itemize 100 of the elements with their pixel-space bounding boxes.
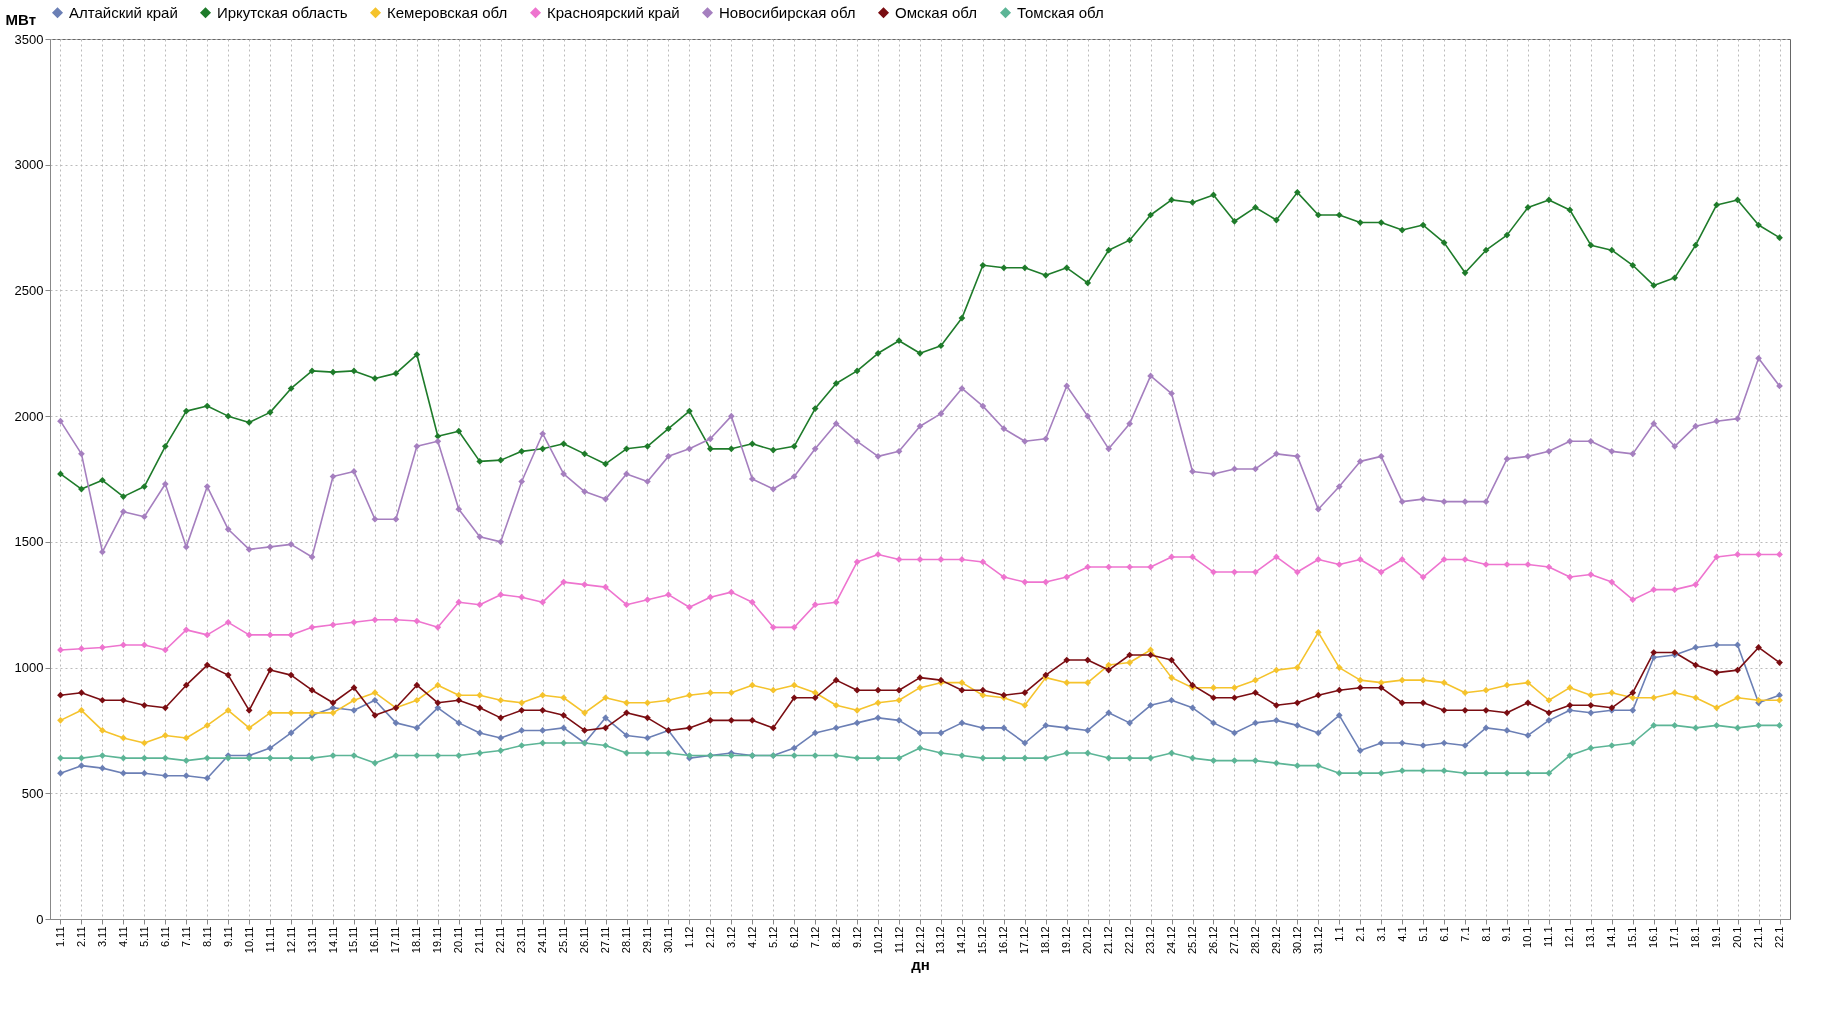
x-tick-label: 5.11	[137, 926, 150, 948]
x-tick-label: 28.11	[620, 926, 633, 954]
x-tick-label: 11.12	[892, 926, 905, 954]
x-tick-label: 20.1	[1731, 926, 1744, 948]
x-tick-label: 13.1	[1584, 926, 1597, 948]
x-tick-label: 30.12	[1290, 926, 1303, 955]
x-tick-label: 18.11	[410, 926, 423, 954]
x-tick-label: 23.11	[515, 926, 528, 954]
x-tick-label: 11.11	[263, 926, 276, 953]
x-tick-label: 4.1	[1395, 926, 1408, 942]
x-tick-label: 28.12	[1248, 926, 1261, 955]
x-tick-label: 22.1	[1773, 926, 1786, 948]
x-tick-label: 8.1	[1479, 926, 1492, 942]
y-tick-label: 500	[21, 785, 44, 801]
y-tick-label: 1500	[14, 534, 44, 550]
x-tick-label: 24.12	[1165, 926, 1178, 955]
x-tick-label: 17.12	[1018, 926, 1031, 955]
x-tick-label: 14.12	[955, 926, 968, 955]
x-tick-label: 19.12	[1060, 926, 1073, 955]
x-tick-label: 11.1	[1542, 926, 1555, 948]
x-tick-label: 13.11	[305, 926, 318, 954]
x-tick-label: 8.12	[829, 926, 842, 948]
x-tick-label: 6.1	[1437, 926, 1450, 942]
legend-label: Кемеровская обл	[387, 3, 508, 21]
y-tick-label: 2000	[14, 408, 44, 424]
legend-label: Иркутская область	[217, 3, 348, 21]
x-tick-label: 29.12	[1269, 926, 1282, 955]
x-tick-label: 25.11	[557, 926, 570, 954]
x-tick-label: 29.11	[640, 926, 653, 954]
x-tick-label: 31.12	[1311, 926, 1324, 955]
x-tick-label: 14.11	[326, 926, 339, 954]
x-tick-label: 21.1	[1752, 926, 1765, 948]
x-tick-label: 16.12	[997, 926, 1010, 955]
x-tick-label: 22.11	[494, 926, 507, 954]
x-tick-label: 6.11	[158, 926, 171, 948]
x-tick-label: 20.11	[452, 926, 465, 954]
x-tick-label: 5.1	[1416, 926, 1429, 942]
x-tick-label: 18.1	[1689, 926, 1702, 948]
x-tick-label: 16.11	[368, 926, 381, 954]
x-tick-label: 10.1	[1521, 926, 1534, 948]
x-tick-label: 22.12	[1123, 926, 1136, 955]
legend-label: Новосибирская обл	[719, 3, 856, 21]
x-tick-label: 15.11	[347, 926, 360, 954]
x-tick-label: 17.1	[1668, 926, 1681, 948]
x-tick-label: 9.11	[221, 926, 234, 948]
x-tick-label: 2.12	[703, 926, 716, 948]
x-tick-label: 18.12	[1039, 926, 1052, 955]
y-tick-label: 0	[36, 911, 44, 927]
x-tick-label: 15.12	[976, 926, 989, 955]
x-tick-label: 10.11	[242, 926, 255, 954]
x-tick-label: 4.11	[116, 926, 129, 948]
x-tick-label: 2.11	[74, 926, 87, 948]
x-tick-label: 14.1	[1605, 926, 1618, 948]
x-tick-label: 21.11	[473, 926, 486, 954]
y-axis-title: МВт	[5, 10, 36, 28]
x-tick-label: 3.11	[95, 926, 108, 948]
x-tick-label: 6.12	[787, 926, 800, 948]
x-tick-label: 26.11	[578, 926, 591, 954]
x-tick-label: 7.12	[808, 926, 821, 948]
x-tick-label: 30.11	[661, 926, 674, 954]
x-tick-label: 15.1	[1626, 926, 1639, 948]
x-tick-label: 1.12	[682, 926, 695, 948]
x-tick-label: 1.1	[1332, 926, 1345, 942]
x-tick-label: 2.1	[1353, 926, 1366, 942]
x-tick-label: 12.12	[913, 926, 926, 955]
x-tick-label: 24.11	[536, 926, 549, 954]
x-tick-label: 5.12	[766, 926, 779, 948]
y-tick-label: 3500	[14, 31, 44, 47]
x-tick-label: 9.1	[1500, 926, 1513, 942]
x-tick-label: 3.1	[1374, 926, 1387, 942]
x-tick-label: 20.12	[1081, 926, 1094, 955]
legend-label: Красноярский край	[547, 3, 680, 21]
legend-label: Томская обл	[1017, 3, 1104, 21]
x-tick-label: 1.11	[53, 926, 66, 948]
x-tick-label: 21.12	[1102, 926, 1115, 955]
x-tick-label: 27.12	[1227, 926, 1240, 955]
x-tick-label: 10.12	[871, 926, 884, 955]
x-tick-label: 19.11	[431, 926, 444, 954]
x-tick-label: 7.11	[179, 926, 192, 948]
x-tick-label: 16.1	[1647, 926, 1660, 948]
x-tick-label: 7.1	[1458, 926, 1471, 942]
x-axis-title: дн	[911, 956, 930, 974]
x-tick-label: 9.12	[850, 926, 863, 948]
legend-label: Омская обл	[895, 3, 978, 21]
y-tick-label: 3000	[14, 157, 44, 173]
x-tick-label: 12.1	[1563, 926, 1576, 948]
x-tick-label: 26.12	[1206, 926, 1219, 955]
x-tick-label: 13.12	[934, 926, 947, 955]
x-tick-label: 23.12	[1144, 926, 1157, 955]
x-tick-label: 3.12	[724, 926, 737, 948]
x-tick-label: 4.12	[745, 926, 758, 948]
x-tick-label: 17.11	[389, 926, 402, 954]
x-tick-label: 8.11	[200, 926, 213, 948]
x-tick-label: 25.12	[1186, 926, 1199, 955]
y-tick-label: 1000	[14, 660, 44, 676]
x-tick-label: 27.11	[599, 926, 612, 954]
x-tick-label: 19.1	[1710, 926, 1723, 948]
legend-label: Алтайский край	[69, 3, 178, 21]
x-tick-label: 12.11	[284, 926, 297, 954]
y-tick-label: 2500	[14, 282, 44, 298]
